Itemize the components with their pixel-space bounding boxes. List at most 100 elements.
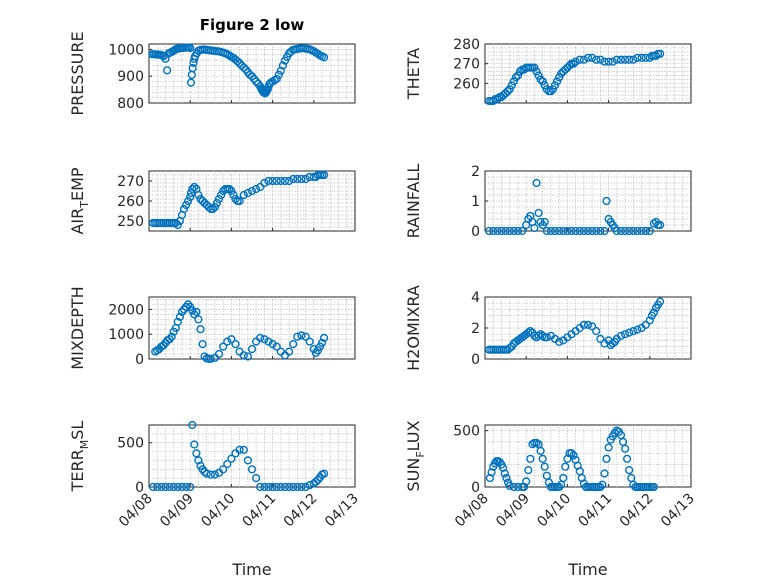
data-point (555, 73, 564, 82)
data-point (293, 174, 302, 184)
data-point (550, 226, 560, 236)
data-point (592, 226, 601, 236)
data-point (190, 440, 199, 449)
data-point (231, 194, 240, 204)
data-point (579, 55, 589, 64)
data-point (629, 226, 638, 236)
data-point (289, 174, 298, 184)
data-point (305, 337, 314, 346)
data-point (157, 482, 166, 492)
data-point (272, 74, 281, 84)
data-point (625, 466, 634, 475)
data-point (526, 327, 535, 336)
series-points-theta (485, 49, 665, 106)
data-point (256, 482, 265, 492)
data-point (301, 332, 310, 341)
series-points-air-temp (149, 170, 329, 230)
data-point (505, 85, 514, 94)
data-point (219, 342, 228, 351)
data-point (555, 482, 564, 492)
data-point (540, 217, 549, 227)
data-point (243, 456, 253, 465)
y-tick-label: 270 (453, 57, 480, 73)
data-point (559, 473, 568, 483)
data-point (625, 226, 634, 236)
data-point (297, 331, 306, 340)
x-tick-label: 04/11 (576, 491, 616, 531)
data-point (320, 170, 329, 180)
data-point (530, 63, 539, 72)
data-point (235, 445, 244, 454)
data-point (602, 454, 611, 463)
data-point (596, 226, 605, 236)
data-point (320, 53, 329, 62)
subplot-theta: 260 270 280 THETA (404, 37, 692, 106)
data-point (177, 482, 187, 492)
data-point (179, 204, 189, 214)
data-point (264, 337, 273, 346)
data-point (182, 200, 191, 210)
data-point (252, 474, 261, 483)
y-axis-label: TERRMSL (68, 421, 91, 493)
data-point (509, 482, 518, 492)
axes-frame (148, 424, 356, 488)
data-point (500, 469, 509, 478)
data-point (532, 67, 541, 76)
data-point (629, 55, 638, 64)
data-point (276, 482, 285, 492)
data-point (563, 226, 572, 236)
data-point (153, 482, 162, 492)
data-point (293, 332, 302, 341)
chart-title: Figure 2 low (200, 16, 305, 34)
x-tick-label: 04/13 (322, 491, 362, 531)
data-point (620, 55, 630, 64)
data-point (280, 176, 290, 186)
data-point (167, 332, 176, 341)
data-point (208, 204, 218, 214)
data-point (182, 482, 191, 492)
data-point (317, 338, 327, 348)
data-point (489, 96, 498, 106)
data-point (540, 81, 549, 90)
data-point (272, 176, 281, 186)
y-tick-label: 900 (117, 69, 144, 85)
x-axis-label: Time (567, 560, 607, 579)
subplot-h2omixra: 0 2 4 H2OMIXRA (404, 285, 692, 371)
data-point (612, 55, 621, 64)
data-point (526, 454, 535, 463)
data-point (276, 176, 285, 186)
data-point (223, 459, 232, 469)
data-point (513, 226, 523, 236)
data-point (517, 226, 527, 236)
data-point (569, 59, 578, 68)
data-point (583, 320, 593, 330)
data-point (190, 182, 199, 192)
y-tick-label: 250 (117, 214, 144, 230)
data-point (645, 316, 654, 325)
data-point (297, 174, 306, 184)
x-tick-label: 04/09 (493, 491, 533, 531)
data-point (513, 71, 523, 80)
series-points-mixdepth (151, 300, 329, 363)
data-point (194, 456, 203, 465)
y-tick-label: 0 (471, 352, 480, 368)
data-point (260, 335, 269, 344)
data-point (487, 468, 496, 477)
data-point (320, 469, 329, 478)
data-point (622, 454, 632, 463)
data-point (489, 226, 498, 236)
data-point (596, 55, 605, 64)
y-tick-label: 1000 (108, 327, 144, 343)
data-point (538, 331, 547, 340)
data-point (274, 70, 283, 79)
data-point (608, 57, 617, 66)
data-point (655, 49, 665, 58)
data-point (620, 330, 630, 339)
data-point (645, 226, 654, 236)
data-point (165, 482, 174, 492)
data-point (276, 66, 285, 75)
x-tick-label: 04/08 (452, 491, 492, 531)
data-point (561, 462, 570, 471)
data-point (493, 94, 502, 104)
y-axis-label: PRESSURE (68, 31, 87, 115)
